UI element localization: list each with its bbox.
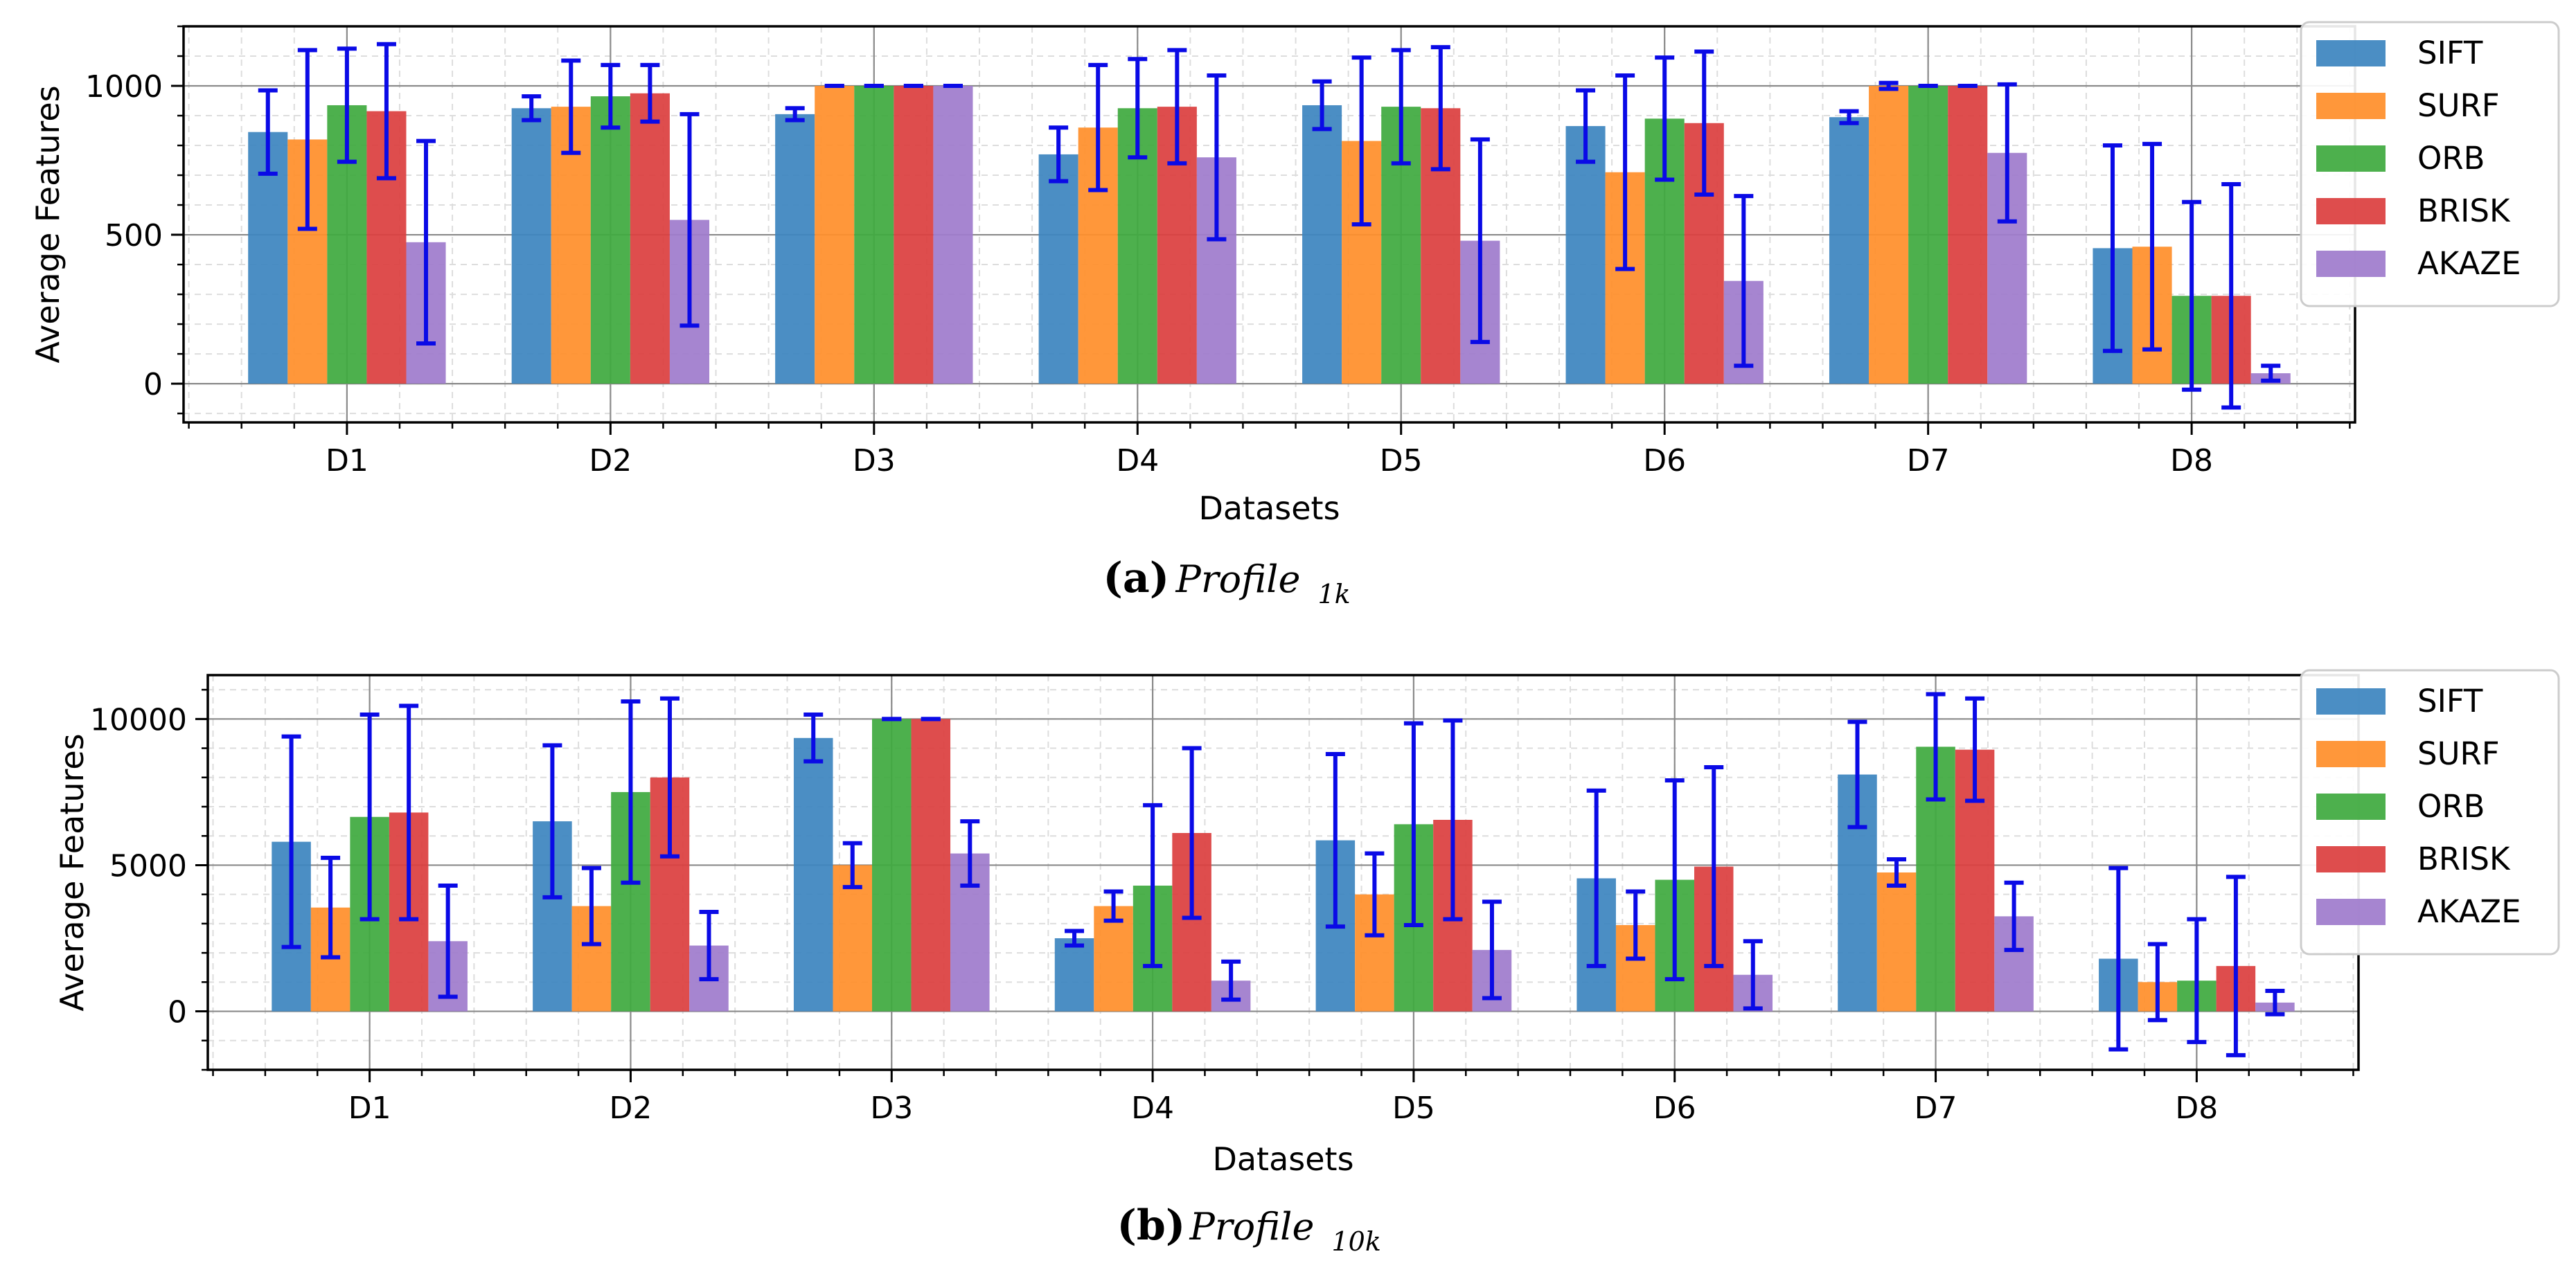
- p1-legend-swatch-surf: [2316, 741, 2386, 767]
- p1-legend-label-akaze: AKAZE: [2417, 893, 2521, 930]
- p0-x-tick-label-d8: D8: [2170, 443, 2213, 478]
- p1-x-tick-label-d6: D6: [1653, 1091, 1696, 1126]
- p1-x-axis-label: Datasets: [1212, 1140, 1353, 1178]
- p0-x-tick-label-d1: D1: [326, 443, 368, 478]
- p1-legend-label-surf: SURF: [2417, 735, 2500, 772]
- p0-caption-letter: (a): [1103, 554, 1170, 602]
- p0-bar-surf-d3: [815, 86, 855, 384]
- p1-y-tick-label: 0: [168, 995, 187, 1030]
- p0-bar-brisk-d7: [1948, 86, 1988, 384]
- p0-bar-brisk-d2: [630, 93, 670, 384]
- p1-x-tick-label-d1: D1: [348, 1091, 391, 1126]
- p0-bar-sift-d7: [1829, 117, 1869, 384]
- p0-bar-orb-d3: [854, 86, 894, 384]
- p0-x-axis-label: Datasets: [1198, 490, 1340, 527]
- p0-legend-label-brisk: BRISK: [2417, 192, 2511, 229]
- p1-bar-sift-d4: [1054, 938, 1094, 1012]
- p1-y-axis-label: Average Features: [53, 733, 91, 1011]
- p0-x-tick-label-d4: D4: [1116, 443, 1159, 478]
- p1-caption-text: Profile: [1189, 1205, 1315, 1248]
- p0-x-tick-label-d6: D6: [1643, 443, 1686, 478]
- p0-bar-akaze-d3: [933, 86, 973, 384]
- p0-x-tick-label-d5: D5: [1380, 443, 1423, 478]
- p0-bar-sift-d4: [1038, 154, 1078, 384]
- p0-bar-sift-d2: [511, 108, 551, 384]
- p0-legend-label-sift: SIFT: [2417, 35, 2483, 71]
- p0-legend-label-orb: ORB: [2417, 140, 2485, 177]
- p0-legend-swatch-sift: [2316, 40, 2386, 66]
- p1-legend-swatch-sift: [2316, 688, 2386, 715]
- p1-legend-swatch-orb: [2316, 794, 2386, 820]
- p0-legend-label-akaze: AKAZE: [2417, 245, 2521, 282]
- chart-panel-a: 0 500 1000 D1 D2 D3 D4 D5 D6 D7 D8 Datasets Average …: [29, 21, 2560, 609]
- p1-bar-surf-d3: [833, 865, 873, 1012]
- p0-legend-swatch-orb: [2316, 145, 2386, 172]
- p0-legend-label-surf: SURF: [2417, 87, 2500, 124]
- p1-x-tick-label-d3: D3: [870, 1091, 913, 1126]
- p1-legend-label-sift: SIFT: [2417, 683, 2483, 719]
- p1-x-tick-label-d7: D7: [1915, 1091, 1957, 1126]
- p0-y-tick-label: 1000: [85, 69, 163, 105]
- p0-bar-orb-d7: [1908, 86, 1948, 384]
- p0-caption: (a) Profile 1k: [1103, 554, 1351, 609]
- p0-legend-swatch-brisk: [2316, 198, 2386, 224]
- p1-caption-subscript: 10k: [1332, 1226, 1381, 1257]
- p1-bar-surf-d4: [1094, 906, 1133, 1012]
- p0-bar-surf-d7: [1869, 86, 1909, 384]
- p0-y-axis-label: Average Features: [29, 85, 66, 363]
- p0-bar-sift-d3: [775, 114, 815, 384]
- p1-legend-swatch-brisk: [2316, 846, 2386, 872]
- p1-y-tick-label: 10000: [90, 702, 187, 737]
- p1-x-tick-label-d2: D2: [610, 1091, 652, 1126]
- p1-x-tick-label-d4: D4: [1131, 1091, 1174, 1126]
- p0-caption-subscript: 1k: [1318, 579, 1351, 609]
- p1-legend: SIFT SURF ORB BRISK AKAZE: [2300, 669, 2560, 956]
- p1-caption-letter: (b): [1117, 1201, 1186, 1250]
- p0-bar-sift-d5: [1302, 105, 1342, 384]
- p1-legend-label-brisk: BRISK: [2417, 841, 2511, 877]
- p0-legend-swatch-akaze: [2316, 251, 2386, 277]
- p1-legend-swatch-akaze: [2316, 899, 2386, 925]
- p1-bar-orb-d3: [872, 719, 912, 1012]
- p1-bar-surf-d7: [1876, 872, 1917, 1012]
- p0-x-tick-label-d2: D2: [589, 443, 632, 478]
- p0-x-tick-label-d3: D3: [853, 443, 896, 478]
- p1-bar-sift-d3: [793, 737, 833, 1012]
- p1-caption: (b) Profile 10k: [1117, 1201, 1381, 1257]
- p0-legend: SIFT SURF ORB BRISK AKAZE: [2300, 21, 2560, 307]
- p0-y-tick-label: 500: [105, 218, 163, 253]
- p1-legend-label-orb: ORB: [2417, 788, 2485, 825]
- p1-x-tick-label-d8: D8: [2175, 1091, 2218, 1126]
- p0-caption-text: Profile: [1175, 557, 1301, 601]
- p1-y-tick-label: 5000: [109, 848, 187, 884]
- p0-legend-swatch-surf: [2316, 93, 2386, 119]
- p1-bar-brisk-d3: [911, 719, 951, 1012]
- chart-panel-b: 0 5000 10000 D1 D2 D3 D4 D5 D6 D7 D8 Datasets Averag…: [53, 669, 2560, 1257]
- p1-x-tick-label-d5: D5: [1392, 1091, 1435, 1126]
- p0-bar-sift-d6: [1565, 126, 1606, 384]
- p0-x-tick-label-d7: D7: [1907, 443, 1950, 478]
- p0-bar-orb-d2: [590, 96, 630, 384]
- p0-bar-brisk-d3: [894, 86, 934, 384]
- p0-y-tick-label: 0: [143, 367, 163, 402]
